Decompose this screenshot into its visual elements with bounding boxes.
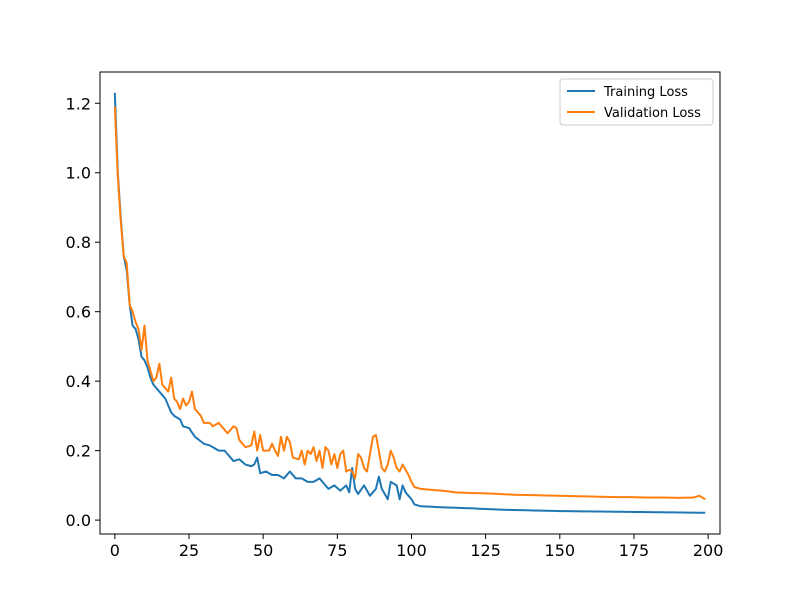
- x-tick-label: 125: [470, 541, 501, 560]
- series-line-validation-loss: [113, 106, 706, 501]
- y-tick-label: 0.6: [66, 303, 91, 322]
- legend-label-training-loss: Training Loss: [603, 85, 688, 100]
- y-tick-label: 0.0: [66, 511, 91, 530]
- x-tick-label: 50: [253, 541, 273, 560]
- x-tick-label: 150: [545, 541, 576, 560]
- x-tick-label: 0: [110, 541, 120, 560]
- y-tick-label: 0.2: [66, 442, 91, 461]
- x-tick-label: 175: [619, 541, 650, 560]
- legend-box: [559, 78, 714, 126]
- y-tick-label: 1.0: [66, 164, 91, 183]
- y-tick-label: 0.4: [66, 372, 91, 391]
- x-tick-label: 100: [396, 541, 427, 560]
- plot-frame: [99, 71, 721, 535]
- y-tick-label: 0.8: [66, 233, 91, 252]
- series-line-training-loss: [113, 92, 706, 514]
- plot-lines: [113, 92, 706, 514]
- y-tick-label: 1.2: [66, 94, 91, 113]
- x-tick-label: 25: [179, 541, 199, 560]
- x-tick-label: 200: [693, 541, 724, 560]
- x-tick-label: 75: [327, 541, 347, 560]
- legend: Training Loss Validation Loss: [559, 78, 714, 126]
- legend-label-validation-loss: Validation Loss: [604, 106, 701, 121]
- axes-ticks: 0 25 50 75 100 125 150 175 200 0.0 0.2 0.4 0.6 0.8 1.0…: [66, 94, 724, 560]
